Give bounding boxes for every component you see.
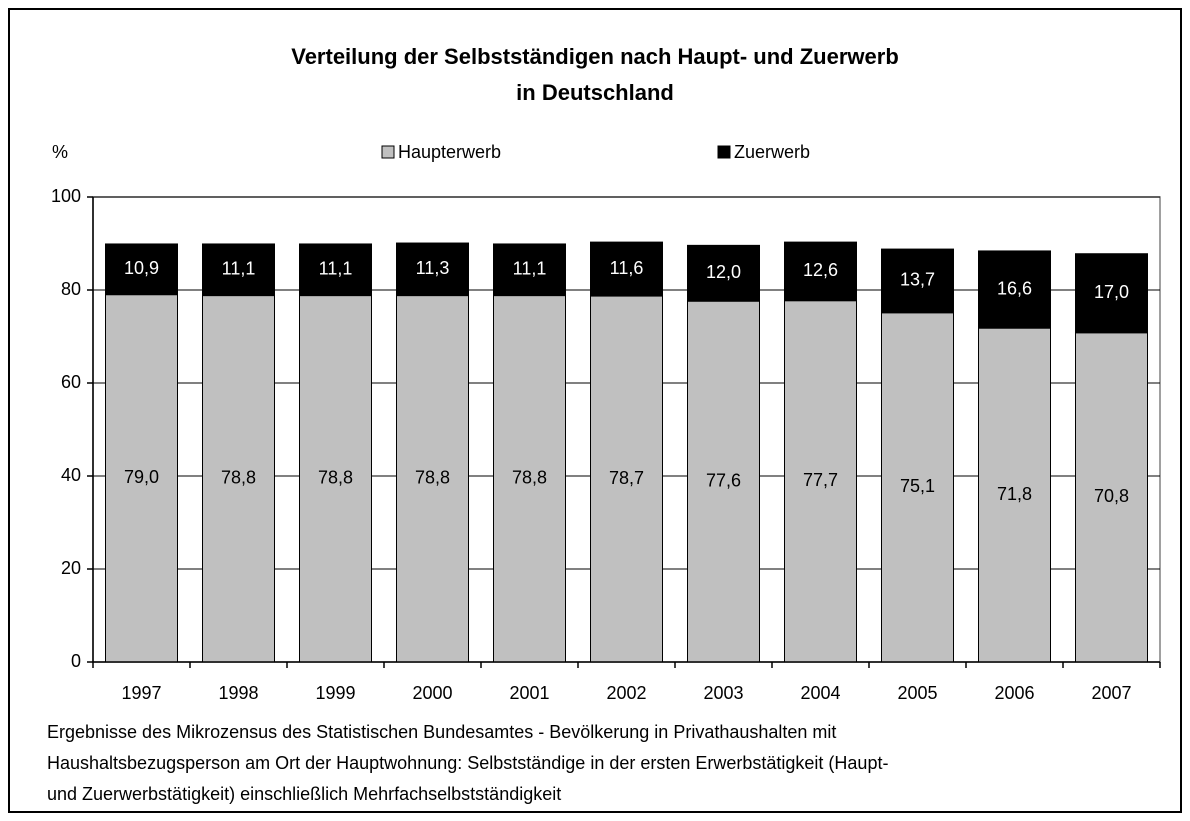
x-tick-label: 2000: [412, 683, 452, 703]
data-label: 12,0: [706, 262, 741, 282]
bar-segment: [978, 327, 1051, 663]
legend-label: Zuerwerb: [734, 142, 810, 162]
data-label: 13,7: [900, 270, 935, 290]
bar-segment: [105, 243, 178, 296]
data-label: 17,0: [1094, 282, 1129, 302]
x-tick-label: 1998: [218, 683, 258, 703]
y-tick-label: 20: [61, 558, 81, 578]
data-label: 11,1: [319, 259, 353, 279]
y-tick-label: 60: [61, 372, 81, 392]
data-label: 78,8: [415, 468, 450, 488]
bar-segment: [299, 243, 372, 297]
x-tick-label: 2001: [509, 683, 549, 703]
data-label: 78,7: [609, 468, 644, 488]
data-label: 12,6: [803, 260, 838, 280]
note: Haushaltsbezugsperson am Ort der Hauptwo…: [47, 753, 888, 773]
data-label: 78,8: [221, 468, 256, 488]
legend-swatch: [381, 145, 395, 159]
bar-segment: [687, 244, 760, 302]
bar-segment: [590, 241, 663, 297]
bar-segment: [881, 312, 954, 663]
chart-title: Verteilung der Selbstständigen nach Haup…: [291, 44, 899, 69]
data-label: 75,1: [900, 476, 935, 496]
y-tick-label: 40: [61, 465, 81, 485]
data-label: 79,0: [124, 467, 159, 487]
x-tick-label: 2003: [703, 683, 743, 703]
data-label: 11,1: [222, 259, 256, 279]
note: und Zuerwerbstätigkeit) einschließlich M…: [47, 784, 561, 804]
x-tick-label: 1999: [315, 683, 355, 703]
legend-swatch: [717, 145, 731, 159]
note: Ergebnisse des Mikrozensus des Statistis…: [47, 722, 836, 742]
y-tick-label: 100: [51, 186, 81, 206]
data-label: 70,8: [1094, 486, 1129, 506]
bar-segment: [202, 243, 275, 297]
bar-segment: [784, 241, 857, 302]
x-tick-label: 2002: [606, 683, 646, 703]
y-tick-label: 80: [61, 279, 81, 299]
y-tick-label: 0: [71, 651, 81, 671]
bar-segment: [784, 300, 857, 663]
data-label: 78,8: [318, 468, 353, 488]
data-label: 10,9: [124, 258, 159, 278]
legend-label: Haupterwerb: [398, 142, 501, 162]
data-label: 77,7: [803, 470, 838, 490]
bar-segment: [493, 243, 566, 297]
bar-segment: [299, 295, 372, 663]
data-label: 78,8: [512, 468, 547, 488]
x-tick-label: 2007: [1091, 683, 1131, 703]
bar-segment: [493, 295, 566, 663]
bar-segment: [978, 250, 1051, 329]
data-label: 11,6: [610, 258, 644, 278]
data-label: 77,6: [706, 470, 741, 490]
y-axis-label: %: [52, 142, 68, 162]
bar-segment: [590, 295, 663, 663]
data-label: 11,1: [513, 259, 547, 279]
x-tick-label: 1997: [121, 683, 161, 703]
x-tick-label: 2006: [994, 683, 1034, 703]
x-tick-label: 2005: [897, 683, 937, 703]
bar-segment: [1075, 253, 1148, 334]
bar-segment: [396, 242, 469, 297]
data-label: 16,6: [997, 278, 1032, 298]
x-tick-label: 2004: [800, 683, 840, 703]
data-label: 11,3: [416, 258, 450, 278]
bar-segment: [881, 248, 954, 314]
data-label: 71,8: [997, 484, 1032, 504]
chart-title: in Deutschland: [516, 80, 674, 105]
